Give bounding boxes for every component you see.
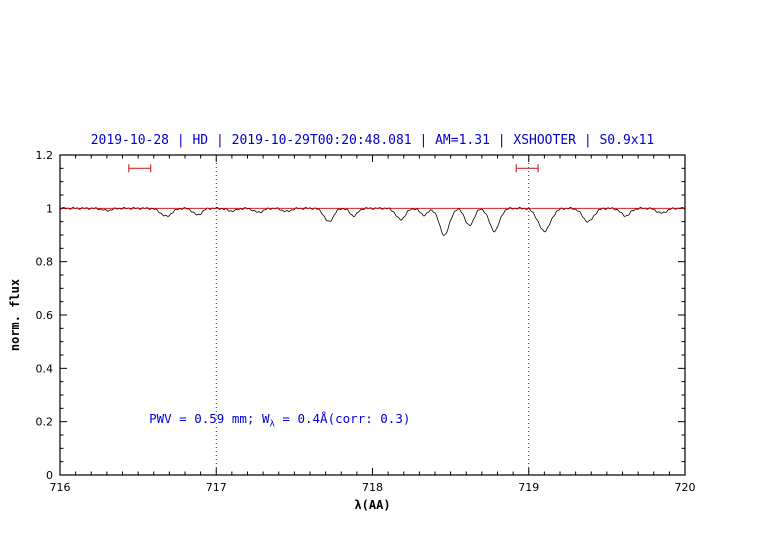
svg-text:718: 718 [362, 481, 383, 494]
x-axis-label: λ(AA) [354, 498, 391, 512]
svg-text:0.8: 0.8 [36, 256, 54, 269]
y-tick-labels: 0 0.2 0.4 0.6 0.8 1 1.2 [36, 149, 54, 482]
svg-text:1.2: 1.2 [36, 149, 54, 162]
axes-border [59, 154, 686, 476]
svg-text:716: 716 [50, 481, 71, 494]
pwv-annotation-subscript: λ [269, 419, 275, 430]
range-marker [515, 164, 539, 173]
svg-text:0.2: 0.2 [36, 416, 54, 429]
pwv-annotation-prefix: PWV = 0.59 mm; W [149, 411, 270, 427]
x-tick-labels: 716 717 718 719 720 [50, 481, 696, 494]
spectrum-line [59, 206, 686, 236]
svg-text:717: 717 [206, 481, 227, 494]
svg-text:719: 719 [518, 481, 539, 494]
range-marker [128, 164, 152, 173]
svg-text:720: 720 [675, 481, 696, 494]
plot-title: 2019-10-28 | HD | 2019-10-29T00:20:48.08… [90, 133, 655, 148]
svg-text:0.4: 0.4 [36, 362, 54, 375]
pwv-annotation-suffix: = 0.4Å(corr: 0.3) [274, 411, 411, 427]
svg-text:0.6: 0.6 [36, 309, 54, 322]
pwv-annotation: PWV = 0.59 mm; Wλ = 0.4Å(corr: 0.3) [149, 411, 410, 430]
svg-text:1: 1 [46, 202, 53, 215]
y-axis-label: norm. flux [8, 278, 22, 352]
svg-text:0: 0 [46, 469, 53, 482]
